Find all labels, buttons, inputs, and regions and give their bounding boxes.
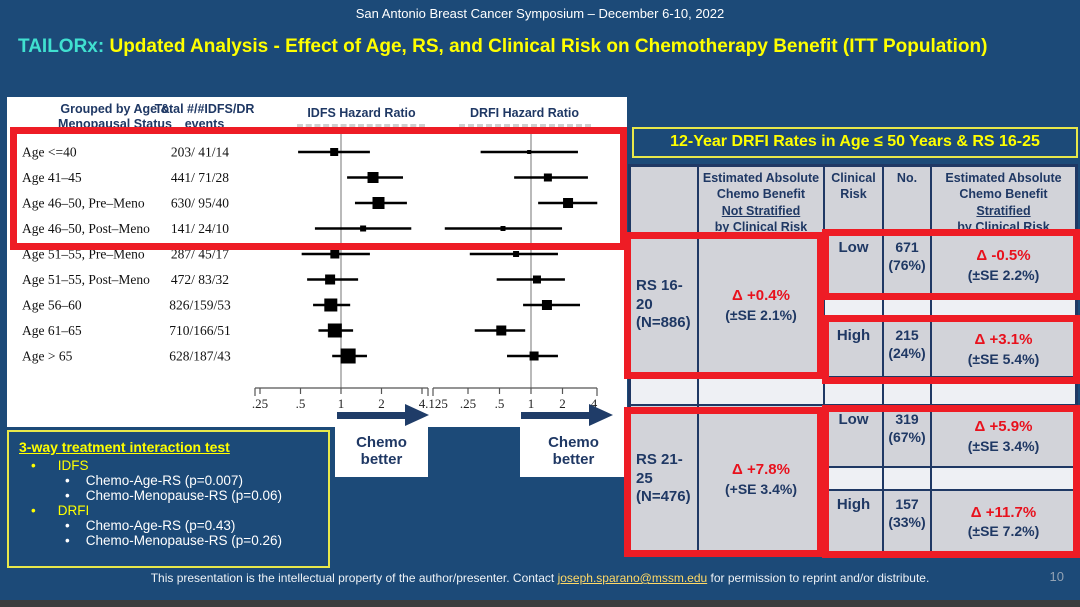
separator-cell xyxy=(825,378,882,404)
slide-title-prefix: TAILORx: xyxy=(18,36,105,57)
table-header-not-stratified: Estimated Absolute Chemo Benefit Not Str… xyxy=(699,167,823,232)
separator-cell xyxy=(631,378,697,404)
svg-text:Age 61–65: Age 61–65 xyxy=(22,323,82,338)
rs-16-20-high-risk-cell: High xyxy=(825,322,882,376)
idfs-header: IDFS Hazard Ratio xyxy=(307,106,416,120)
separator-cell xyxy=(884,298,930,320)
slide-title: TAILORx: Updated Analysis - Effect of Ag… xyxy=(18,36,1068,58)
rs-21-25-low-risk-cell: Low xyxy=(825,406,882,466)
svg-text:Age 51–55, Pre–Meno: Age 51–55, Pre–Meno xyxy=(22,247,145,262)
contact-email-link[interactable]: joseph.sparano@mssm.edu xyxy=(557,571,708,585)
svg-text:Age 51–55, Post–Meno: Age 51–55, Post–Meno xyxy=(22,272,150,287)
drfi-table: Estimated Absolute Chemo Benefit Not Str… xyxy=(628,164,1078,555)
chemo-better-arrow-drfi xyxy=(521,404,613,426)
svg-text:710/166/51: 710/166/51 xyxy=(169,323,231,338)
svg-text:.5: .5 xyxy=(495,396,505,411)
interaction-item: • Chemo-Age-RS (p=0.43) xyxy=(65,518,236,533)
rs-16-20-low-risk-cell: Low xyxy=(825,234,882,296)
interaction-test-title: 3-way treatment interaction test xyxy=(19,439,230,455)
interaction-item: • Chemo-Menopause-RS (p=0.26) xyxy=(65,533,282,548)
separator-cell xyxy=(932,298,1075,320)
rs-21-25-cell: RS 21-25 (N=476) xyxy=(631,406,697,552)
table-header-blank xyxy=(631,167,697,232)
drfi-table-title: 12-Year DRFI Rates in Age ≤ 50 Years & R… xyxy=(632,127,1078,158)
forest-panel: Grouped by Age & Menopausal Status Total… xyxy=(7,97,627,427)
svg-text:1: 1 xyxy=(338,396,345,411)
svg-text:2: 2 xyxy=(378,396,385,411)
bottom-bar xyxy=(0,600,1080,607)
rs-21-25-high-risk-cell: High xyxy=(825,491,882,552)
slide-title-rest: Updated Analysis - Effect of Age, RS, an… xyxy=(104,36,988,57)
separator-cell xyxy=(884,378,930,404)
chemo-better-label-drfi: Chemo better xyxy=(520,427,627,477)
svg-text:Age 56–60: Age 56–60 xyxy=(22,298,82,313)
interaction-item: • Chemo-Menopause-RS (p=0.06) xyxy=(65,488,282,503)
conference-header: San Antonio Breast Cancer Symposium – De… xyxy=(355,6,725,21)
interaction-item: • Chemo-Age-RS (p=0.007) xyxy=(65,473,243,488)
svg-text:203/ 41/14: 203/ 41/14 xyxy=(171,145,229,160)
rs-16-20-low-benefit-cell: Δ -0.5% (±SE 2.2%) xyxy=(932,234,1075,296)
interaction-group-idfs: • IDFS xyxy=(31,458,89,473)
svg-text:Age > 65: Age > 65 xyxy=(22,349,73,364)
table-header-no: No. xyxy=(884,167,930,232)
rs-16-20-low-n-cell: 671 (76%) xyxy=(884,234,930,296)
separator-cell xyxy=(825,468,882,489)
separator-cell xyxy=(699,378,823,404)
svg-text:141/ 24/10: 141/ 24/10 xyxy=(171,221,229,236)
svg-text:.5: .5 xyxy=(296,396,306,411)
svg-text:287/ 45/17: 287/ 45/17 xyxy=(171,247,229,262)
ghost-dashes-drfi xyxy=(459,124,591,127)
svg-text:628/187/43: 628/187/43 xyxy=(169,349,231,364)
svg-text:4: 4 xyxy=(591,396,598,411)
chemo-better-arrow-idfs xyxy=(337,404,429,426)
separator-cell xyxy=(932,468,1075,489)
table-header-clinical-risk: Clinical Risk xyxy=(825,167,882,232)
svg-text:.125: .125 xyxy=(425,396,448,411)
rs-21-25-benefit-cell: Δ +7.8% (+SE 3.4%) xyxy=(699,406,823,552)
rs-21-25-high-benefit-cell: Δ +11.7% (±SE 7.2%) xyxy=(932,491,1075,552)
svg-text:Age 46–50, Post–Meno: Age 46–50, Post–Meno xyxy=(22,221,150,236)
svg-text:Age 41–45: Age 41–45 xyxy=(22,170,82,185)
interaction-group-drfi: • DRFI xyxy=(31,503,90,518)
table-header-stratified: Estimated Absolute Chemo Benefit Stratif… xyxy=(932,167,1075,232)
ghost-dashes-idfs xyxy=(297,124,425,127)
interaction-test-box: 3-way treatment interaction test • IDFS •… xyxy=(7,430,330,568)
drfi-header: DRFI Hazard Ratio xyxy=(469,106,580,120)
chemo-better-label-idfs: Chemo better xyxy=(335,427,428,477)
svg-text:.25: .25 xyxy=(460,396,476,411)
svg-text:630/ 95/40: 630/ 95/40 xyxy=(171,196,229,211)
svg-text:.25: .25 xyxy=(252,396,268,411)
rs-21-25-high-n-cell: 157 (33%) xyxy=(884,491,930,552)
rs-16-20-cell: RS 16-20 (N=886) xyxy=(631,234,697,376)
svg-text:472/ 83/32: 472/ 83/32 xyxy=(171,272,229,287)
svg-text:2: 2 xyxy=(559,396,566,411)
svg-text:1: 1 xyxy=(528,396,535,411)
rs-21-25-low-benefit-cell: Δ +5.9% (±SE 3.4%) xyxy=(932,406,1075,466)
svg-text:826/159/53: 826/159/53 xyxy=(169,298,231,313)
rs-21-25-low-n-cell: 319 (67%) xyxy=(884,406,930,466)
svg-text:Age 46–50, Pre–Meno: Age 46–50, Pre–Meno xyxy=(22,196,145,211)
separator-cell xyxy=(825,298,882,320)
rs-16-20-benefit-cell: Δ +0.4% (±SE 2.1%) xyxy=(699,234,823,376)
svg-text:4: 4 xyxy=(419,396,426,411)
rs-16-20-high-n-cell: 215 (24%) xyxy=(884,322,930,376)
separator-cell xyxy=(884,468,930,489)
rs-16-20-high-benefit-cell: Δ +3.1% (±SE 5.4%) xyxy=(932,322,1075,376)
footer-disclaimer: This presentation is the intellectual pr… xyxy=(150,571,930,585)
svg-text:441/ 71/28: 441/ 71/28 xyxy=(171,170,229,185)
svg-text:Age <=40: Age <=40 xyxy=(22,145,77,160)
separator-cell xyxy=(932,378,1075,404)
page-number: 10 xyxy=(1049,569,1064,584)
